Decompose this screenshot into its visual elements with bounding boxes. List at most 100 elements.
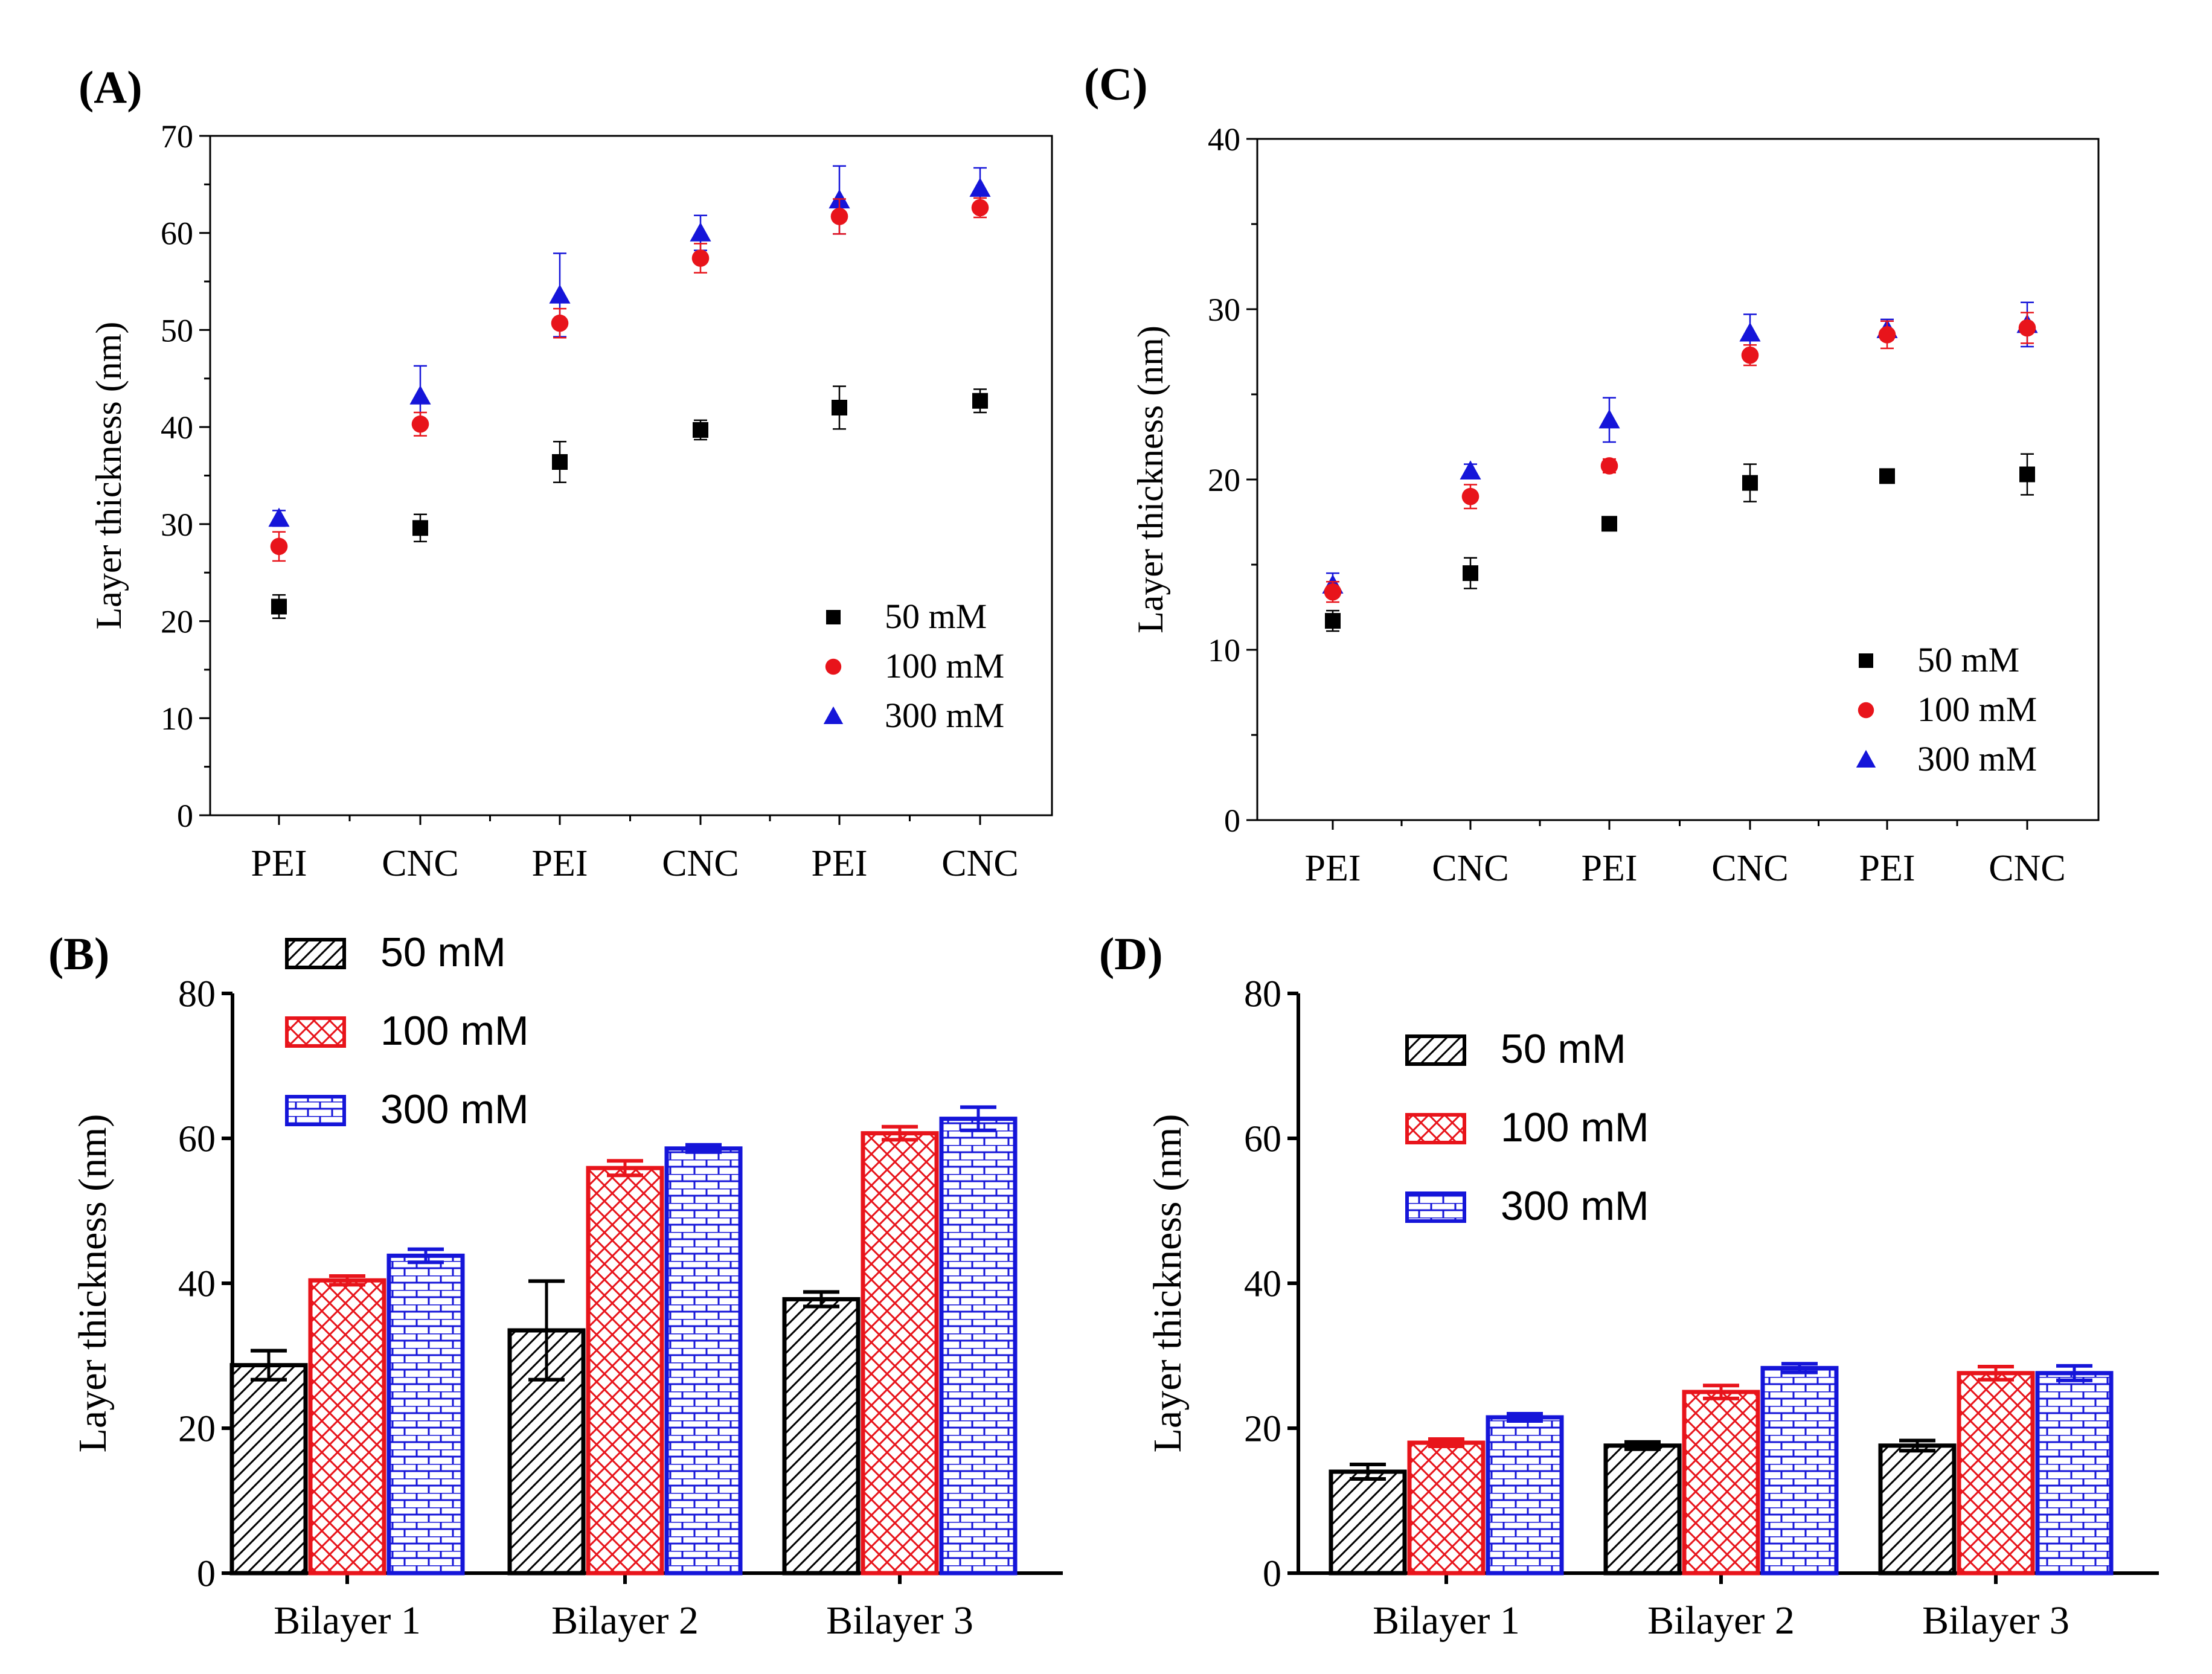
y-tick-label: 20 xyxy=(178,1409,216,1450)
x-tick-label: PEI xyxy=(1582,848,1638,889)
x-tick-label: Bilayer 1 xyxy=(1373,1599,1520,1643)
y-tick-label: 40 xyxy=(161,409,193,446)
data-point xyxy=(690,222,711,242)
x-tick-label: CNC xyxy=(1711,848,1788,889)
panel-label: (D) xyxy=(1099,929,1163,980)
y-tick-label: 0 xyxy=(1224,803,1240,839)
y-tick-label: 40 xyxy=(178,1264,216,1305)
bar xyxy=(939,1117,1018,1576)
legend-swatch xyxy=(1405,1034,1466,1066)
legend-marker xyxy=(826,610,841,624)
legend-label: 300 mM xyxy=(885,696,1004,735)
data-point xyxy=(2019,466,2035,483)
legend-label: 100 mM xyxy=(885,646,1004,685)
x-tick-label: Bilayer 2 xyxy=(551,1599,699,1643)
y-tick-label: 10 xyxy=(1208,632,1240,669)
legend-label: 300 mM xyxy=(380,1086,529,1132)
legend-swatch xyxy=(285,938,346,969)
legend-label: 50 mM xyxy=(885,597,987,636)
legend-swatch xyxy=(1405,1113,1466,1144)
data-point xyxy=(830,208,848,225)
legend-marker xyxy=(823,706,844,724)
data-point xyxy=(1325,613,1341,629)
y-axis-title: Layer thickness (nm) xyxy=(1130,326,1170,633)
bar xyxy=(1603,1443,1682,1576)
bar xyxy=(664,1146,743,1576)
y-axis-title: Layer thickness (nm) xyxy=(89,322,129,630)
legend-swatch xyxy=(285,1016,346,1048)
bar xyxy=(782,1297,861,1576)
data-point xyxy=(971,199,989,217)
data-point xyxy=(969,178,991,197)
data-point xyxy=(409,385,431,405)
bar xyxy=(1957,1371,2035,1576)
x-tick-label: CNC xyxy=(1989,848,2065,889)
legend-label: 100 mM xyxy=(380,1008,529,1054)
data-point xyxy=(412,520,428,536)
data-point xyxy=(1460,460,1481,479)
x-tick-label: PEI xyxy=(251,843,307,884)
y-tick-label: 30 xyxy=(1208,292,1240,328)
legend-label: 100 mM xyxy=(1917,690,2037,729)
legend-label: 50 mM xyxy=(380,929,506,975)
bar xyxy=(1407,1440,1486,1576)
data-point xyxy=(2018,319,2036,337)
data-point xyxy=(552,454,568,470)
bar xyxy=(861,1131,939,1576)
y-tick-label: 20 xyxy=(1208,462,1240,498)
bar xyxy=(1486,1415,1564,1576)
x-tick-label: PEI xyxy=(532,843,588,884)
legend-label: 300 mM xyxy=(1501,1183,1649,1229)
y-tick-label: 60 xyxy=(161,216,193,252)
legend-label: 50 mM xyxy=(1501,1026,1626,1072)
legend-label: 50 mM xyxy=(1917,640,2019,679)
data-point xyxy=(551,314,569,332)
x-tick-label: Bilayer 3 xyxy=(826,1599,973,1643)
panel-a: 0 10 20 30 40 50 60 70 Layer thickness (nm) (A) PE… xyxy=(79,62,1053,884)
panel-c: 0 10 20 30 40 Layer thickness (nm) (C) PEI CNC PE… xyxy=(1084,59,2100,889)
data-point xyxy=(268,507,290,527)
panel-label: (B) xyxy=(48,929,109,980)
legend-marker xyxy=(1859,653,1873,668)
y-tick-label: 50 xyxy=(161,312,193,348)
y-tick-label: 10 xyxy=(161,701,193,737)
y-tick-label: 70 xyxy=(161,118,193,155)
data-point xyxy=(1878,326,1896,344)
y-tick-label: 20 xyxy=(1244,1409,1281,1450)
y-tick-label: 40 xyxy=(1208,121,1240,158)
legend-marker xyxy=(1858,702,1874,719)
data-point xyxy=(411,415,429,433)
y-tick-label: 60 xyxy=(1244,1119,1281,1160)
data-point xyxy=(1324,583,1342,601)
x-tick-label: CNC xyxy=(382,843,458,884)
bar xyxy=(1329,1469,1407,1576)
x-tick-label: Bilayer 1 xyxy=(274,1599,421,1643)
bar xyxy=(586,1166,664,1576)
x-tick-label: PEI xyxy=(1305,848,1361,889)
bar xyxy=(229,1363,308,1576)
panel-label: (C) xyxy=(1084,59,1148,110)
bar xyxy=(1878,1443,1957,1576)
legend-label: 100 mM xyxy=(1501,1105,1649,1150)
panel-b: 0 20 40 60 80 Layer thickness (nm) (B) Bilayer … xyxy=(48,929,1063,1643)
legend-marker xyxy=(825,658,842,675)
data-point xyxy=(1463,565,1478,582)
x-tick-label: CNC xyxy=(1432,848,1508,889)
legend-swatch xyxy=(1405,1191,1466,1223)
y-axis-title: Layer thickness (nm) xyxy=(1146,1114,1190,1453)
y-tick-label: 60 xyxy=(178,1119,216,1160)
data-point xyxy=(1741,346,1759,364)
y-tick-label: 40 xyxy=(1244,1264,1281,1305)
bar xyxy=(1760,1365,1839,1576)
bar xyxy=(2035,1371,2114,1576)
data-point xyxy=(1601,516,1617,532)
data-point xyxy=(1461,487,1479,505)
data-point xyxy=(1742,475,1758,491)
data-point xyxy=(1739,322,1761,342)
bar xyxy=(308,1278,386,1576)
bar xyxy=(1682,1390,1760,1576)
data-point xyxy=(691,249,710,267)
data-point xyxy=(1600,457,1618,475)
y-tick-label: 0 xyxy=(1263,1554,1281,1595)
